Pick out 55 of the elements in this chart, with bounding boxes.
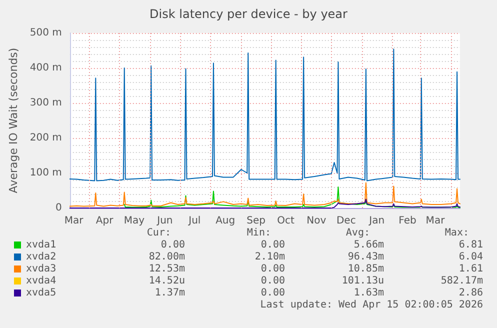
text: 82.00m <box>148 252 185 262</box>
x-tick-label: Aug <box>216 216 236 226</box>
chart-title: Disk latency per device - by year <box>150 7 348 21</box>
text: 0.00 <box>260 276 285 286</box>
line-series <box>124 186 460 208</box>
text: Max: <box>444 228 469 238</box>
text: 101.13u <box>342 276 384 286</box>
line-series <box>69 182 460 207</box>
text: 5.66m <box>354 240 384 250</box>
y-tick-label: 100 m <box>30 168 62 178</box>
text: 0.00 <box>260 240 285 250</box>
text: 0.00 <box>260 264 285 274</box>
text: 10.85m <box>348 264 384 274</box>
legend-label: xvda5 <box>26 288 56 298</box>
text: 0.00 <box>160 240 185 250</box>
text: Min: <box>246 228 271 238</box>
y-tick-label: 0 <box>56 202 62 214</box>
text: 96.43m <box>348 252 384 262</box>
text: 2.86 <box>458 288 483 298</box>
text: 6.81 <box>458 240 483 250</box>
x-tick-label: Mar <box>426 216 446 226</box>
y-tick-label: 400 m <box>30 62 62 74</box>
x-tick-label: Feb <box>398 216 416 226</box>
text: 6.04 <box>458 252 483 262</box>
x-tick-label: Nov <box>306 216 326 226</box>
x-tick-label: May <box>124 216 145 226</box>
line-series <box>69 198 460 208</box>
text: 1.61 <box>458 264 483 274</box>
legend-label: xvda4 <box>26 276 56 286</box>
line-series <box>69 48 460 182</box>
text: 2.10m <box>254 252 285 262</box>
y-tick-label: 200 m <box>30 132 62 144</box>
y-tick-label: 500 m <box>30 28 62 38</box>
text: Avg: <box>346 228 370 238</box>
text: Last update: Wed Apr 15 02:00:05 2026 <box>260 300 483 310</box>
legend-label: xvda3 <box>26 264 56 274</box>
x-tick-label: Sep <box>246 216 266 226</box>
legend-label: xvda1 <box>26 240 56 250</box>
text: 0.00 <box>260 288 285 298</box>
x-tick-label: Jul <box>188 216 201 226</box>
x-tick-label: Mar <box>64 216 84 226</box>
x-tick-label: Jun <box>156 216 173 226</box>
text: 582.17m <box>440 276 483 286</box>
x-tick-label: Jan <box>368 216 385 226</box>
x-tick-label: Oct <box>277 216 294 226</box>
x-tick-label: Dec <box>336 216 356 226</box>
text: 1.37m <box>154 288 185 298</box>
y-tick-label: 300 m <box>30 98 62 108</box>
text: Cur: <box>146 228 171 238</box>
text: 12.53m <box>148 264 185 274</box>
legend-label: xvda2 <box>26 252 56 262</box>
text: 1.63m <box>354 288 384 298</box>
text: 14.52u <box>148 276 185 286</box>
x-tick-label: Apr <box>96 216 114 226</box>
y-axis-title: Average IO Wait (seconds) <box>7 48 20 194</box>
